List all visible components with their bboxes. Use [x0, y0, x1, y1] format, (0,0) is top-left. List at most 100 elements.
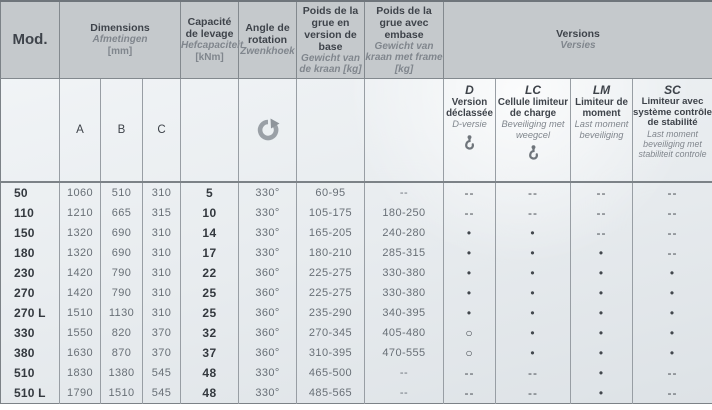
cell-dim-c: 310 — [142, 283, 181, 303]
cell-dim-a: 1630 — [59, 343, 101, 363]
cell-angle: 360° — [238, 343, 297, 363]
cell-dim-a: 1830 — [59, 363, 101, 383]
cell-dim-b: 1130 — [100, 303, 143, 323]
table-row: 270 L 1510 1130 310 25 360° 235-290 340-… — [1, 303, 712, 323]
cell-dim-a: 1210 — [59, 203, 101, 223]
cell-dim-b: 820 — [100, 323, 143, 343]
cell-capacity: 25 — [180, 303, 239, 323]
cell-version-sc: -- — [631, 383, 712, 404]
cell-weight-base: 465-500 — [296, 363, 365, 383]
cell-version-d: ○ — [443, 323, 496, 343]
cell-weight-frame: -- — [364, 363, 444, 383]
cell-capacity: 17 — [180, 243, 239, 263]
subheader-dim-c: C — [142, 78, 181, 183]
cell-version-lc: • — [495, 243, 571, 263]
cell-dim-c: 310 — [142, 223, 181, 243]
cell-mod: 510 L — [14, 386, 46, 400]
cell-version-lm: • — [570, 283, 633, 303]
cell-dim-b: 510 — [100, 182, 143, 203]
cell-weight-base: 60-95 — [296, 182, 365, 203]
cell-weight-frame: 330-380 — [364, 283, 444, 303]
cell-capacity: 32 — [180, 323, 239, 343]
cell-weight-base: 270-345 — [296, 323, 365, 343]
cell-dim-a: 1320 — [59, 243, 101, 263]
version-lm-code: LM — [592, 83, 611, 97]
cell-dim-c: 310 — [142, 303, 181, 323]
version-d-fr: Version déclassée — [446, 97, 493, 119]
cell-version-d: • — [443, 303, 496, 323]
cell-dim-b: 690 — [100, 243, 143, 263]
cell-mod: 110 — [14, 206, 34, 220]
cell-dim-c: 545 — [142, 363, 181, 383]
cell-dim-c: 370 — [142, 343, 181, 363]
cell-dim-b: 1380 — [100, 363, 143, 383]
cell-weight-frame: -- — [364, 182, 444, 203]
table-row: 330 1550 820 370 32 360° 270-345 405-480… — [1, 323, 712, 343]
cell-mod: 330 — [14, 326, 35, 340]
subheader-version-d: D Version déclassée D-versie — [443, 78, 496, 183]
header-rotation: Angle de rotation Zwenkhoek — [238, 1, 297, 79]
cell-version-lc: -- — [495, 363, 571, 383]
table-row: 510 L 1790 1510 545 48 330° 485-565 -- -… — [1, 383, 712, 404]
cell-weight-frame: 330-380 — [364, 263, 444, 283]
cell-dim-c: 310 — [142, 243, 181, 263]
cell-weight-base: 235-290 — [296, 303, 365, 323]
cell-version-lm: -- — [570, 223, 633, 243]
cell-dim-a: 1060 — [59, 182, 101, 203]
cell-mod: 510 — [14, 366, 35, 380]
cell-weight-base: 485-565 — [296, 383, 365, 404]
header-weight-frame-fr: Poids de la grue avec embase — [376, 4, 432, 41]
cell-version-lc: • — [495, 303, 571, 323]
cell-mod: 270 — [14, 286, 35, 300]
header-weight-frame: Poids de la grue avec embase Gewicht van… — [364, 1, 444, 79]
cell-version-lc: -- — [495, 203, 571, 223]
table-row: 230 1420 790 310 22 360° 225-275 330-380… — [1, 263, 712, 283]
rotation-arrow-icon — [257, 118, 279, 141]
subheader-dim-b: B — [100, 78, 143, 183]
cell-weight-base: 165-205 — [296, 223, 365, 243]
subheader-rotation-cell — [238, 78, 297, 183]
header-weight-base-fr: Poids de la grue en version de base — [302, 4, 359, 53]
cell-version-lm: • — [570, 363, 633, 383]
cell-version-d: -- — [443, 363, 496, 383]
cell-version-sc: • — [631, 263, 712, 283]
version-d-code: D — [465, 83, 474, 97]
version-lc-code: LC — [525, 83, 541, 97]
cell-angle: 360° — [238, 303, 297, 323]
cell-dim-b: 1510 — [100, 383, 143, 404]
version-lc-fr: Cellule limiteur de charge — [497, 97, 569, 119]
cell-version-sc: • — [631, 303, 712, 323]
header-rotation-fr: Angle de rotation — [245, 22, 290, 47]
cell-version-lc: -- — [495, 182, 571, 203]
header-dimensions: Dimensions Afmetingen [mm] — [59, 1, 181, 79]
table-row: 50 1060 510 310 5 330° 60-95 -- -- -- --… — [1, 182, 712, 203]
cell-capacity: 48 — [180, 363, 239, 383]
version-lc-nl: Beveiliging met weegcel — [501, 119, 565, 140]
cell-version-sc: • — [631, 283, 712, 303]
cell-dim-c: 315 — [142, 203, 181, 223]
subheader-row: A B C D Version déclassée D-versie LC Ce… — [0, 78, 712, 183]
cell-mod: 230 — [14, 266, 35, 280]
subheader-mod-empty — [0, 78, 60, 183]
cell-angle: 330° — [238, 383, 297, 404]
cell-weight-frame: 240-280 — [364, 223, 444, 243]
cell-version-lc: • — [495, 283, 571, 303]
header-mod-label: Mod. — [12, 31, 48, 48]
header-dimensions-unit: [mm] — [107, 45, 133, 57]
cell-version-d: -- — [443, 203, 496, 223]
cell-version-lm: • — [570, 243, 633, 263]
cell-capacity: 22 — [180, 263, 239, 283]
table-row: 510 1830 1380 545 48 330° 465-500 -- -- … — [1, 363, 712, 383]
cell-dim-b: 790 — [100, 283, 143, 303]
header-dimensions-fr: Dimensions — [90, 22, 150, 35]
cell-version-lc: • — [495, 343, 571, 363]
cell-capacity: 25 — [180, 283, 239, 303]
cell-version-sc: -- — [631, 203, 712, 223]
cell-version-d: -- — [443, 182, 496, 203]
cell-dim-a: 1420 — [59, 263, 101, 283]
cell-dim-c: 370 — [142, 323, 181, 343]
cell-capacity: 48 — [180, 383, 239, 404]
cell-weight-frame: 340-395 — [364, 303, 444, 323]
subheader-version-lm: LM Limiteur de moment Last moment beveil… — [570, 78, 633, 183]
